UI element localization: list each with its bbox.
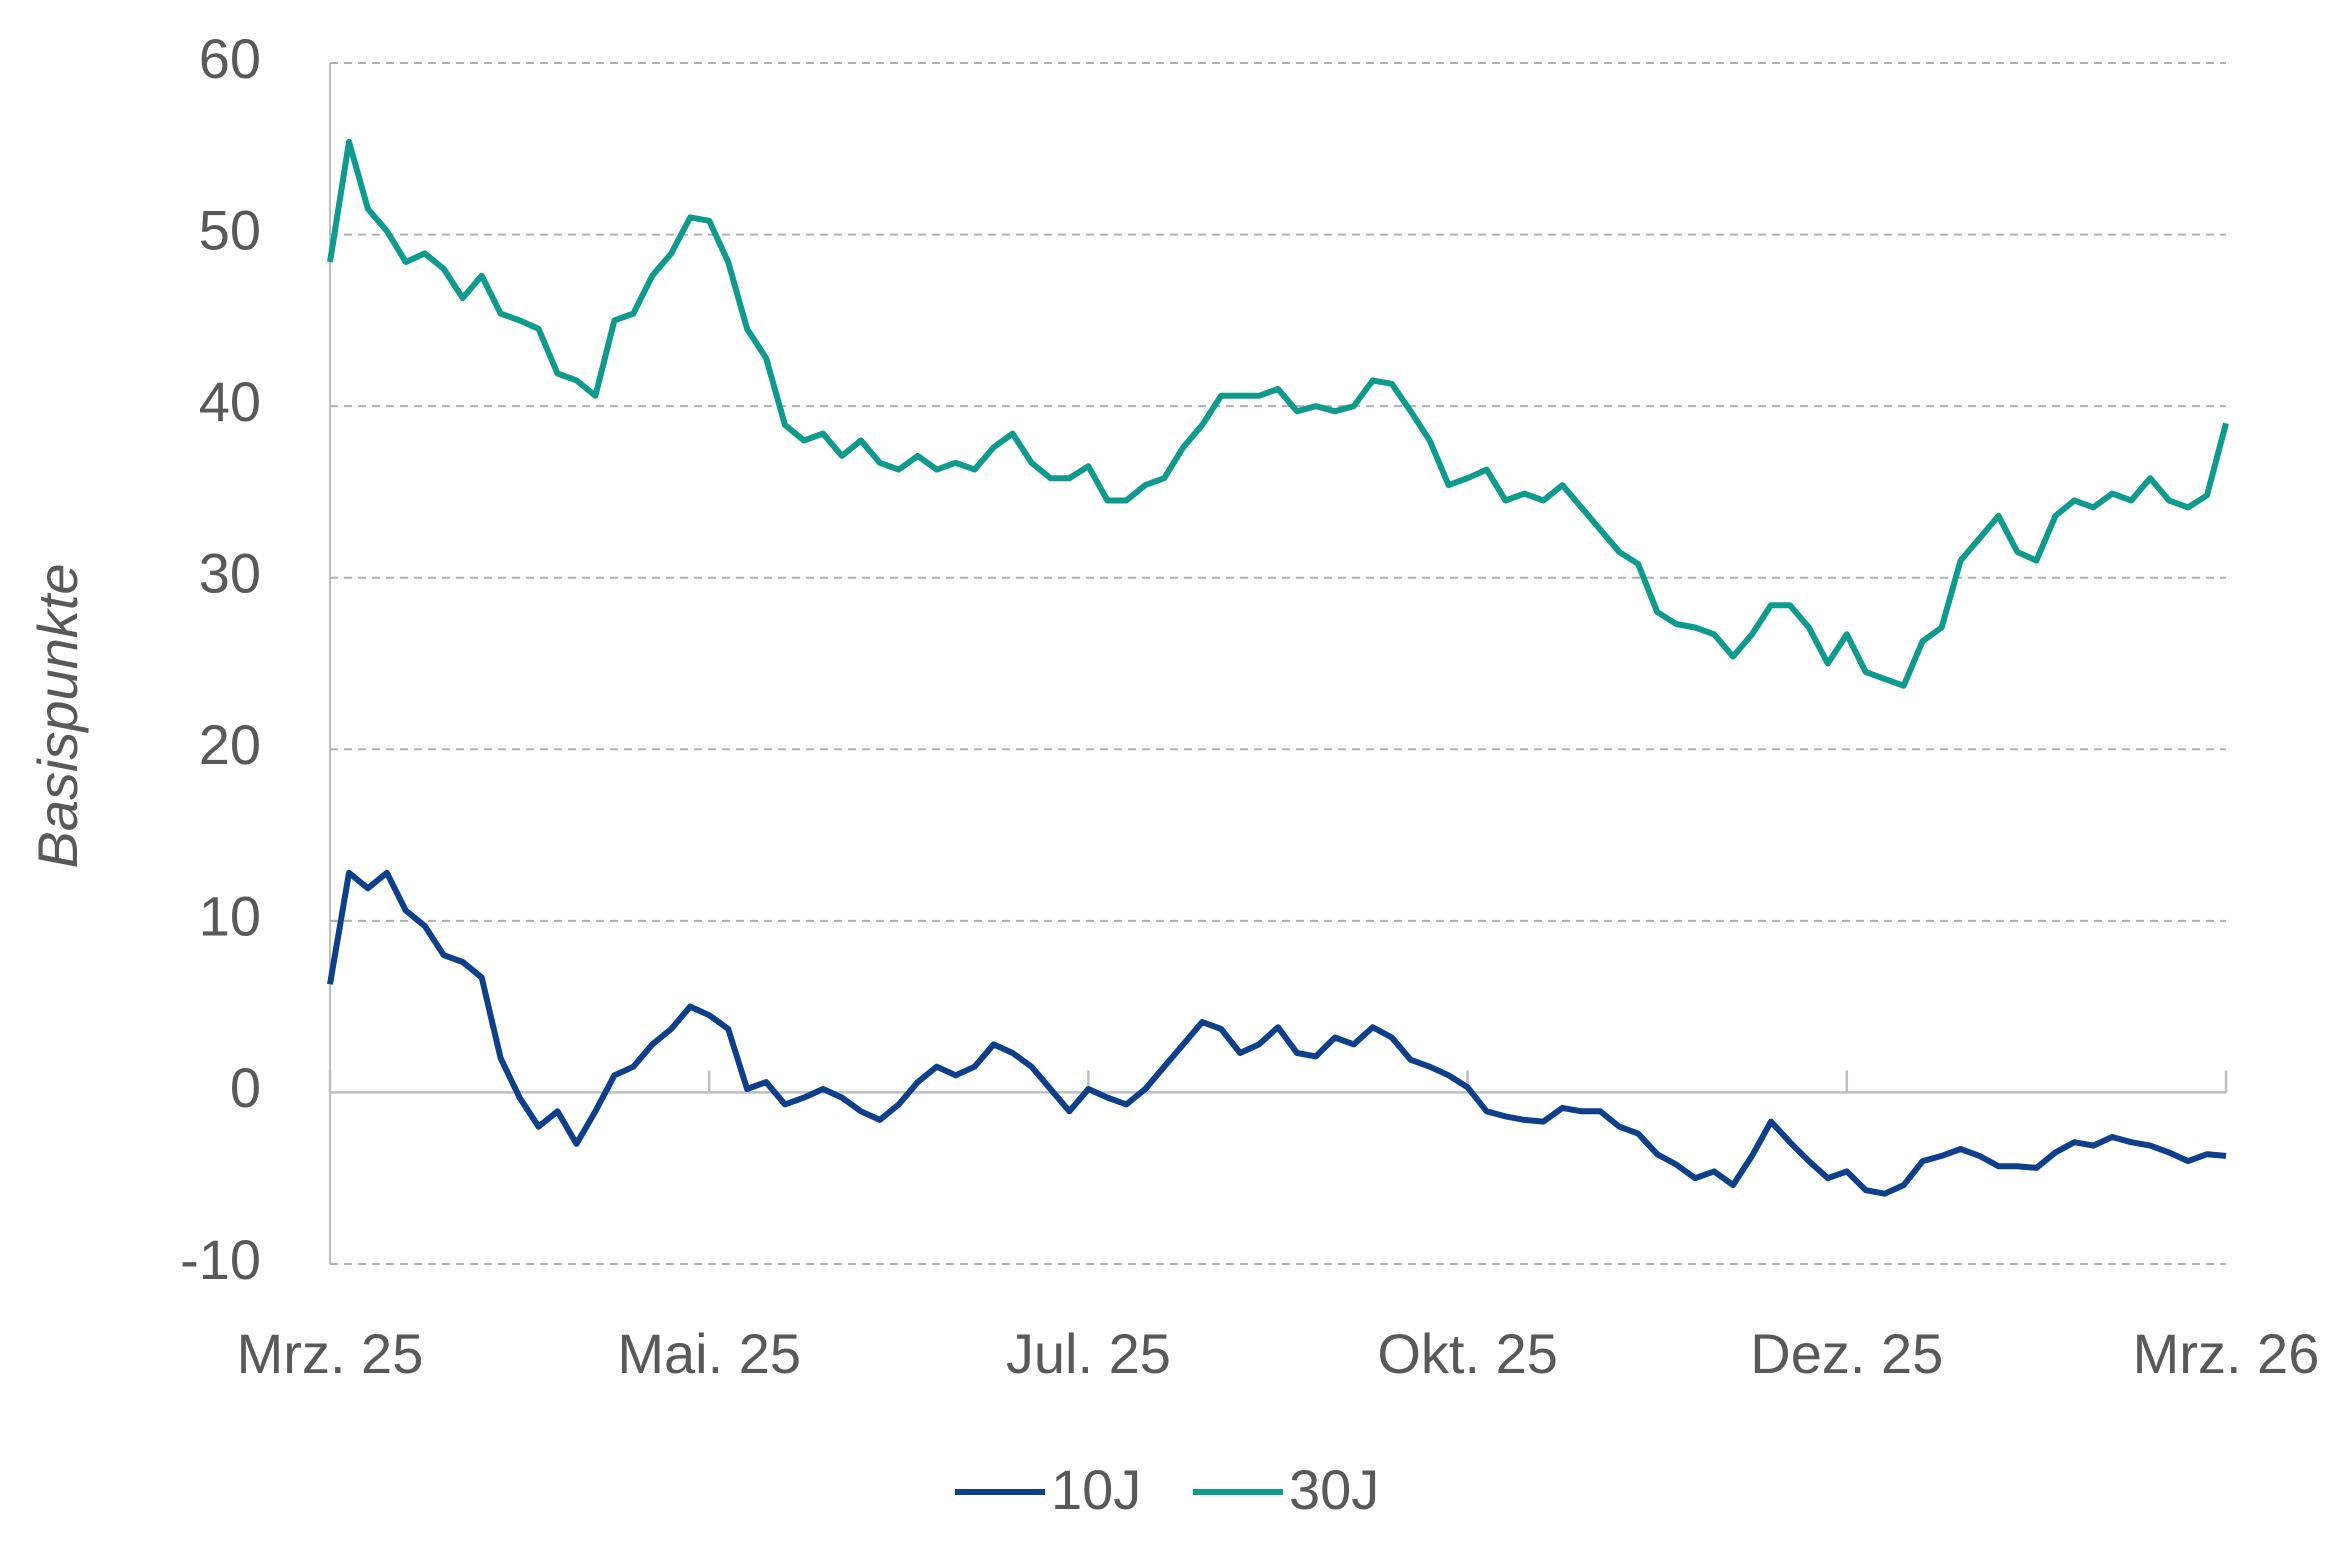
line-series: [327, 138, 2229, 689]
x-tick-label: Dez. 25: [1750, 1322, 1943, 1385]
x-tick-label: Jul. 25: [1006, 1322, 1171, 1385]
legend-label: 10J: [1051, 1458, 1141, 1521]
y-tick-label: 0: [230, 1056, 261, 1119]
x-tick-label: Mrz. 25: [237, 1322, 424, 1385]
x-tick-label: Mrz. 26: [2133, 1322, 2320, 1385]
x-tick-label: Okt. 25: [1377, 1322, 1558, 1385]
x-tick-label: Mai. 25: [617, 1322, 801, 1385]
y-tick-label: 60: [199, 27, 261, 90]
y-axis-title: Basispunkte: [26, 563, 89, 868]
y-tick-label: 10: [199, 885, 261, 948]
y-tick-label: 20: [199, 713, 261, 776]
legend-label: 30J: [1289, 1458, 1379, 1521]
y-tick-label: 50: [199, 198, 261, 261]
y-tick-label: 30: [199, 542, 261, 605]
y-tick-label: -10: [180, 1228, 261, 1291]
line-series: [327, 869, 2227, 1197]
y-tick-label: 40: [199, 370, 261, 433]
